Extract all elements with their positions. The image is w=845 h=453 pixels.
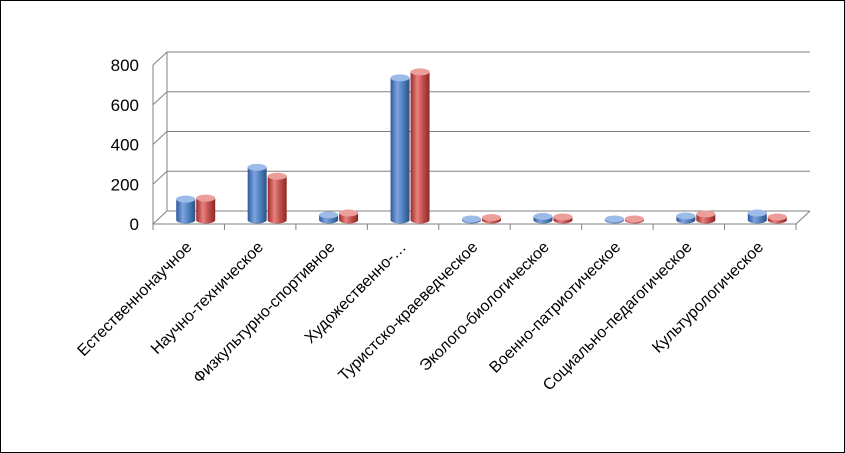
y-tick-labels: 0 200 400 600 800: [111, 56, 139, 234]
gridline: [152, 131, 810, 145]
bar-top: [176, 195, 196, 203]
category-labels: ЕстественнонаучноеНаучно-техническоеФизк…: [75, 239, 768, 395]
bar-top: [196, 194, 216, 202]
axes: [152, 52, 811, 230]
gridline: [152, 51, 810, 66]
bar-top: [247, 163, 267, 171]
bar-top: [553, 213, 573, 221]
bar-top: [624, 215, 644, 223]
bar-top: [533, 212, 553, 220]
y-tick-label: 200: [111, 175, 139, 194]
bar-blue: [176, 199, 196, 224]
floor-right-edge: [795, 210, 811, 225]
bar-blue: [390, 77, 410, 224]
bar-top: [696, 210, 716, 218]
bar-red: [267, 176, 287, 224]
bar-top: [267, 172, 287, 180]
bar-red: [196, 198, 216, 224]
y-tick-label: 800: [111, 56, 139, 75]
bar-top: [319, 211, 339, 219]
bar-top: [390, 74, 410, 82]
bar-top: [747, 209, 767, 217]
bar-top: [604, 215, 624, 223]
bar-top: [339, 209, 359, 217]
bar-top: [767, 213, 787, 221]
gridline: [152, 91, 810, 106]
category-label: Военно-патриотическое: [486, 239, 624, 377]
bar-top: [410, 68, 430, 76]
category-label: Эколого-биологическое: [417, 239, 553, 375]
category-label: Физкультурно-спортивное: [190, 239, 338, 387]
bar-top: [482, 214, 501, 222]
bar-top: [462, 215, 481, 223]
bar-top: [676, 212, 696, 220]
y-tick-label: 400: [111, 136, 139, 155]
y-tick-label: 0: [130, 215, 139, 234]
y-tick-label: 600: [111, 96, 139, 115]
category-label: Туристско-краеведческое: [336, 239, 482, 385]
bar-red: [410, 71, 430, 224]
bar-blue: [247, 167, 267, 224]
category-label: Социально-педагогическое: [540, 239, 696, 395]
bars: [176, 68, 787, 224]
category-label: Естественнонаучное: [75, 239, 196, 360]
